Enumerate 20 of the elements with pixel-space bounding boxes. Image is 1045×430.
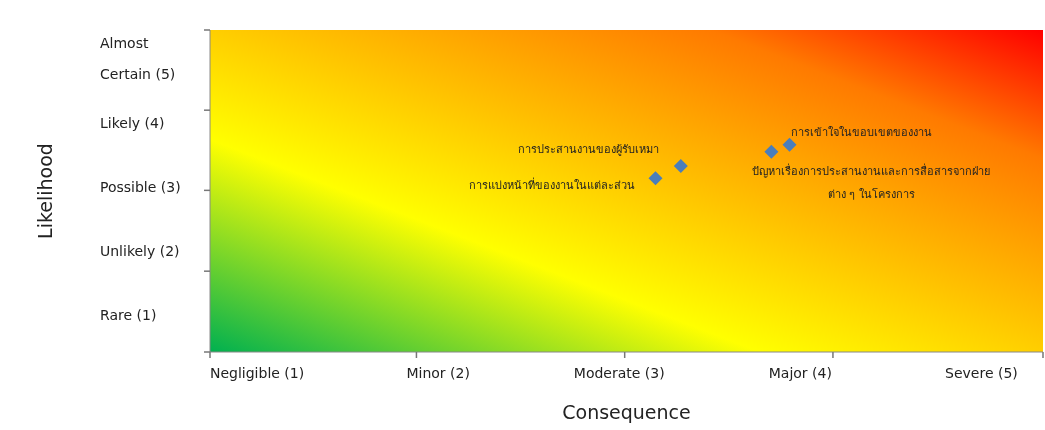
- x-tick-label: Major (4): [768, 365, 832, 381]
- point: [782, 137, 797, 152]
- y-tick-label: Possible (3): [100, 178, 181, 195]
- point: [673, 158, 688, 173]
- annotation: การประสานงานของผู้รับเหมา: [517, 142, 659, 156]
- y-tick-label: Unlikely (2): [100, 242, 180, 259]
- y-tick-label: Almost Certain (5): [100, 35, 176, 83]
- x-tick-label: Minor (2): [406, 365, 470, 381]
- y-axis-title: Likelihood: [33, 143, 56, 239]
- y-tick-label: Likely (4): [100, 114, 165, 131]
- annotation: การเข้าใจในขอบเขตของงาน: [791, 125, 933, 139]
- point: [648, 171, 663, 186]
- x-tick-label: Severe (5): [945, 365, 1018, 381]
- point: [764, 144, 779, 159]
- x-axis-title: Consequence: [562, 400, 691, 423]
- annotation: การแบ่งหน้าที่ของงานในแต่ละส่วน: [469, 177, 636, 193]
- annotation: ปัญหาเรื่องการประสานงานและการสื่อสารจากฝ่าย ต่าง ๆ ในโครงการ: [752, 162, 991, 201]
- x-tick-label: Negligible (1): [209, 365, 305, 381]
- y-tick-label: Rare (1): [100, 307, 157, 324]
- x-tick-label: Moderate (3): [573, 365, 665, 381]
